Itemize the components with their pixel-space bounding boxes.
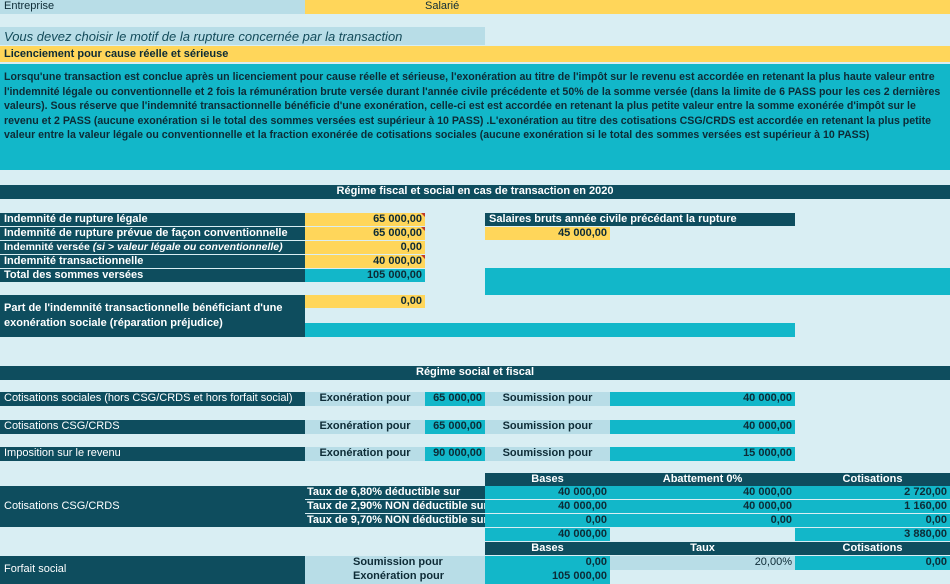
label-cotisations-sociales: Cotisations sociales (hors CSG/CRDS et h… (0, 392, 305, 406)
salarie-cell[interactable]: Salarié (305, 0, 485, 14)
value-indemnite-transactionnelle[interactable]: 40 000,00 (305, 255, 425, 268)
csg-row-label: Taux de 9,70% NON déductible sur (305, 514, 485, 527)
csg-row-base: 40 000,00 (485, 486, 610, 499)
csg-row-base: 0,00 (485, 514, 610, 527)
csg-row-cotisation: 1 160,00 (795, 500, 950, 513)
label-indemnite-versee: Indemnité versée (si > valeur légale ou … (0, 241, 305, 254)
csg-row-cotisation: 0,00 (795, 514, 950, 527)
forfait-header-cotisations: Cotisations (795, 542, 950, 555)
header-cotisations: Cotisations (795, 473, 950, 486)
exoneration-value: 65 000,00 (425, 420, 485, 434)
section-title-regime-social: Régime social et fiscal (0, 366, 950, 380)
entreprise-cell[interactable]: Entreprise (0, 0, 305, 14)
value-total-sommes: 105 000,00 (305, 269, 425, 282)
motif-select[interactable]: Licenciement pour cause réelle et sérieu… (0, 46, 950, 62)
forfait-header-bases: Bases (485, 542, 610, 555)
header-bases: Bases (485, 473, 610, 486)
label-cotisations-csg: Cotisations CSG/CRDS (0, 420, 305, 434)
forfait-taux[interactable]: 20,00% (610, 556, 795, 570)
soumission-value: 40 000,00 (610, 420, 795, 434)
label-indemnite-conventionnelle: Indemnité de rupture prévue de façon con… (0, 227, 305, 240)
forfait-header-taux: Taux (610, 542, 795, 555)
salarie-input[interactable] (485, 0, 950, 14)
soumission-value: 15 000,00 (610, 447, 795, 461)
section-title-regime-fiscal: Régime fiscal et social en cas de transa… (0, 185, 950, 199)
exoneration-label: Exonération pour (305, 420, 425, 434)
salaires-result-area (485, 268, 950, 295)
csg-total-cotisations: 3 880,00 (795, 528, 950, 541)
forfait-soumission-label: Soumission pour (305, 556, 485, 570)
csg-total-base: 40 000,00 (485, 528, 610, 541)
part-result-bar (305, 323, 795, 337)
label-salaires-bruts: Salaires bruts année civile précédant la… (485, 213, 795, 226)
label-imposition-revenu: Imposition sur le revenu (0, 447, 305, 461)
csg-row-abattement: 40 000,00 (610, 486, 795, 499)
value-salaires-bruts[interactable]: 45 000,00 (485, 227, 610, 240)
label-forfait-social: Forfait social (0, 556, 305, 584)
header-abattement: Abattement 0% (610, 473, 795, 486)
explanation-paragraph: Lorsqu'une transaction est conclue après… (0, 64, 950, 170)
label-total-sommes: Total des sommes versées (0, 269, 305, 282)
value-indemnite-versee[interactable]: 0,00 (305, 241, 425, 254)
exoneration-label: Exonération pour (305, 447, 425, 461)
exoneration-value: 90 000,00 (425, 447, 485, 461)
soumission-label: Soumission pour (485, 392, 610, 406)
label-csg-crds-table: Cotisations CSG/CRDS (0, 486, 305, 527)
soumission-label: Soumission pour (485, 420, 610, 434)
csg-row-abattement: 40 000,00 (610, 500, 795, 513)
exoneration-label: Exonération pour (305, 392, 425, 406)
csg-row-label: Taux de 6,80% déductible sur (305, 486, 485, 499)
exoneration-value: 65 000,00 (425, 392, 485, 406)
forfait-soumission-base: 0,00 (485, 556, 610, 570)
label-part-indemnite: Part de l'indemnité transactionnelle bén… (0, 295, 305, 337)
label-indemnite-legale: Indemnité de rupture légale (0, 213, 305, 226)
instruction-text: Vous devez choisir le motif de la ruptur… (0, 27, 485, 45)
forfait-cotisation: 0,00 (795, 556, 950, 570)
soumission-label: Soumission pour (485, 447, 610, 461)
csg-row-cotisation: 2 720,00 (795, 486, 950, 499)
csg-row-abattement: 0,00 (610, 514, 795, 527)
value-indemnite-conventionnelle[interactable]: 65 000,00 (305, 227, 425, 240)
csg-row-base: 40 000,00 (485, 500, 610, 513)
forfait-exoneration-base: 105 000,00 (485, 570, 610, 584)
soumission-value: 40 000,00 (610, 392, 795, 406)
forfait-exoneration-label: Exonération pour (305, 570, 485, 584)
value-part-indemnite[interactable]: 0,00 (305, 295, 425, 308)
value-indemnite-legale[interactable]: 65 000,00 (305, 213, 425, 226)
csg-row-label: Taux de 2,90% NON déductible sur (305, 500, 485, 513)
label-indemnite-transactionnelle: Indemnité transactionnelle (0, 255, 305, 268)
